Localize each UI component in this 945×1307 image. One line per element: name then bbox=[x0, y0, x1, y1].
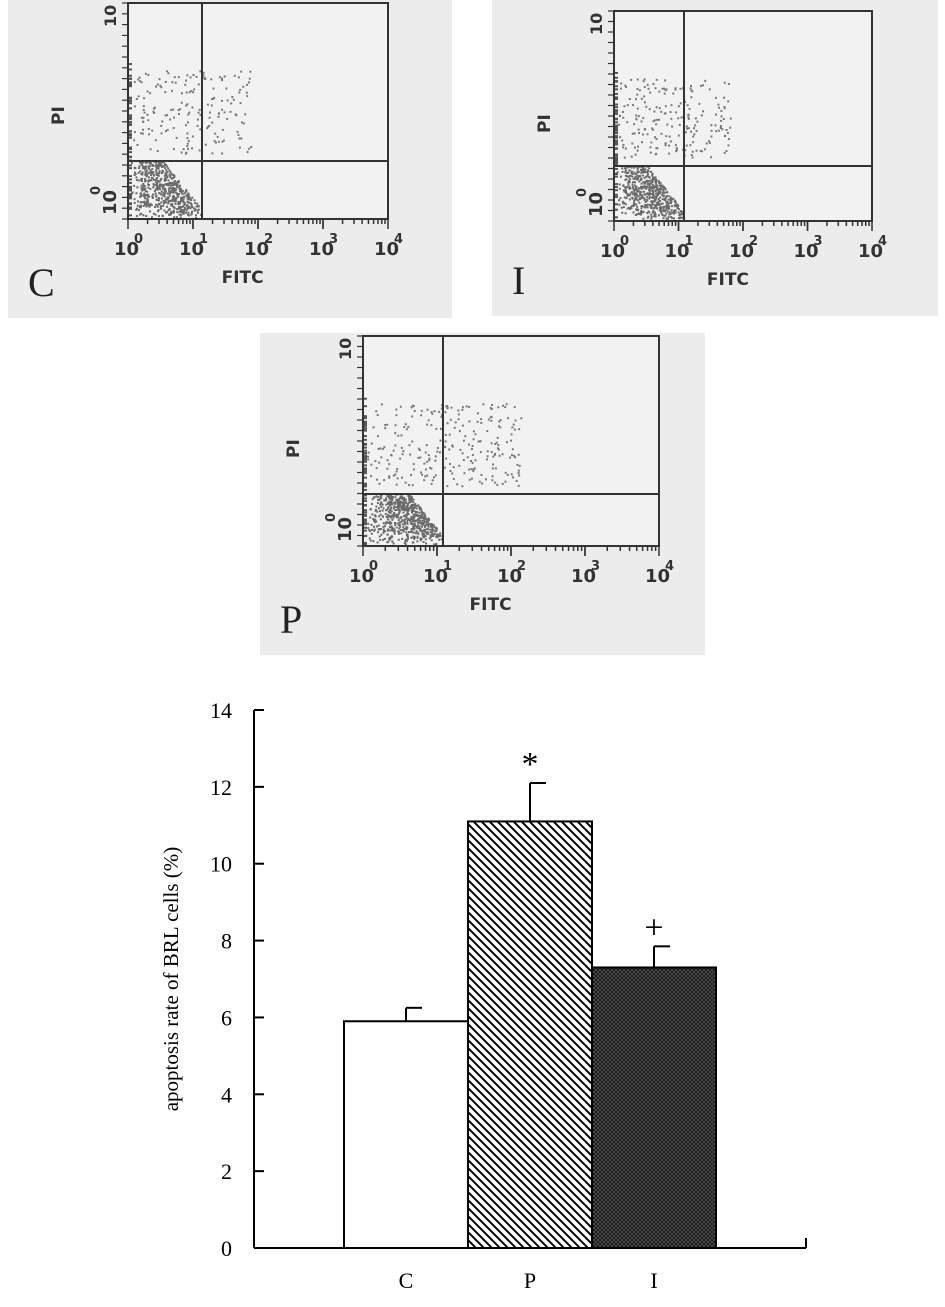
y-ticks bbox=[608, 10, 614, 222]
y-bottom-exponent: 0 bbox=[324, 513, 339, 522]
x-ticks bbox=[613, 221, 873, 231]
y-tick-label: 8 bbox=[221, 929, 232, 954]
x-tick-label: 10 bbox=[794, 241, 819, 262]
y-tick-label: 2 bbox=[221, 1159, 232, 1184]
y-ticks bbox=[122, 2, 128, 220]
live-cell-cluster bbox=[365, 493, 443, 546]
x-tick-label: 10 bbox=[665, 241, 690, 262]
x-tick-exponent: 3 bbox=[329, 232, 338, 247]
x-tick-label: 10 bbox=[374, 239, 399, 260]
y-bottom-exponent: 0 bbox=[575, 188, 590, 197]
x-tick-label: 10 bbox=[179, 239, 204, 260]
x-tick-label: 10 bbox=[114, 239, 139, 260]
x-tick-exponent: 0 bbox=[369, 559, 378, 574]
y-axis-label: PI bbox=[49, 106, 69, 125]
x-tick-exponent: 1 bbox=[443, 559, 452, 574]
live-cell-cluster bbox=[616, 165, 685, 221]
x-ticks bbox=[362, 546, 660, 556]
x-axis-label: FITC bbox=[707, 270, 749, 290]
x-tick-label: 10 bbox=[244, 239, 269, 260]
y-bottom-exponent: 0 bbox=[89, 186, 104, 195]
y-tick-label: 14 bbox=[210, 698, 232, 723]
bar-chart: 0 2 4 6 8 10 12 14 apoptosis rate of BRL cells (… bbox=[159, 698, 807, 1293]
bar-i bbox=[591, 966, 717, 1249]
x-tick-exponent: 4 bbox=[665, 559, 674, 574]
scattered-cells bbox=[615, 71, 732, 219]
panel-label: P bbox=[280, 597, 302, 642]
x-tick-exponent: 4 bbox=[394, 232, 403, 247]
y-tick-label: 4 bbox=[221, 1082, 232, 1107]
y-axis-label: apoptosis rate of BRL cells (%) bbox=[159, 847, 183, 1112]
x-tick-label: 10 bbox=[645, 566, 670, 587]
x-tick-exponent: 2 bbox=[264, 232, 273, 247]
category-label: C bbox=[399, 1268, 414, 1293]
y-tick-label: 0 bbox=[221, 1236, 232, 1261]
y-bottom-label: 10 bbox=[100, 190, 121, 215]
y-tick-label: 10 bbox=[210, 852, 232, 877]
plot-area bbox=[128, 3, 388, 219]
y-bottom-label: 10 bbox=[335, 517, 356, 542]
x-tick-exponent: 3 bbox=[814, 234, 823, 249]
scattered-cells bbox=[364, 397, 523, 546]
x-axis-label: FITC bbox=[222, 268, 264, 288]
y-top-label: 10 bbox=[336, 338, 355, 360]
x-tick-exponent: 3 bbox=[591, 559, 600, 574]
y-tick-label: 12 bbox=[210, 775, 232, 800]
x-tick-label: 10 bbox=[349, 566, 374, 587]
y-axis-label: PI bbox=[284, 439, 304, 458]
x-tick-exponent: 4 bbox=[878, 234, 887, 249]
flow-panel-p: 10 0 10 1 10 2 10 3 10 4 10 10 0 PI FITC P bbox=[260, 333, 705, 655]
bar-c bbox=[343, 1020, 469, 1249]
y-ticks bbox=[357, 335, 363, 547]
live-cell-cluster bbox=[130, 160, 203, 219]
plot-area bbox=[614, 11, 872, 221]
panel-label: C bbox=[28, 260, 55, 305]
x-ticks bbox=[127, 219, 389, 229]
y-axis-label: PI bbox=[535, 114, 555, 133]
x-tick-label: 10 bbox=[497, 566, 522, 587]
y-bottom-label: 10 bbox=[586, 192, 607, 217]
y-top-label: 10 bbox=[587, 13, 606, 35]
category-label: I bbox=[650, 1268, 657, 1293]
x-tick-label: 10 bbox=[423, 566, 448, 587]
x-tick-exponent: 2 bbox=[749, 234, 758, 249]
category-label: P bbox=[524, 1268, 536, 1293]
flow-panel-i: 10 0 10 1 10 2 10 3 10 4 10 10 0 PI FITC I bbox=[492, 0, 938, 316]
flow-panel-c: 10 0 10 1 10 2 10 3 10 4 10 10 0 PI FITC C bbox=[8, 0, 452, 318]
x-tick-exponent: 0 bbox=[620, 234, 629, 249]
x-tick-exponent: 1 bbox=[199, 232, 208, 247]
panel-label: I bbox=[512, 258, 525, 303]
x-tick-label: 10 bbox=[600, 241, 625, 262]
x-tick-label: 10 bbox=[571, 566, 596, 587]
x-axis-label: FITC bbox=[470, 595, 512, 615]
significance-marker: * bbox=[522, 746, 539, 783]
x-tick-label: 10 bbox=[858, 241, 883, 262]
y-tick-label: 6 bbox=[221, 1005, 232, 1030]
x-tick-exponent: 2 bbox=[517, 559, 526, 574]
x-tick-label: 10 bbox=[729, 241, 754, 262]
x-tick-exponent: 0 bbox=[134, 232, 143, 247]
x-tick-exponent: 1 bbox=[685, 234, 694, 249]
scattered-cells bbox=[129, 63, 253, 217]
y-top-label: 10 bbox=[101, 5, 120, 27]
x-tick-label: 10 bbox=[309, 239, 334, 260]
bar-p bbox=[467, 820, 593, 1249]
significance-marker: + bbox=[644, 909, 663, 946]
